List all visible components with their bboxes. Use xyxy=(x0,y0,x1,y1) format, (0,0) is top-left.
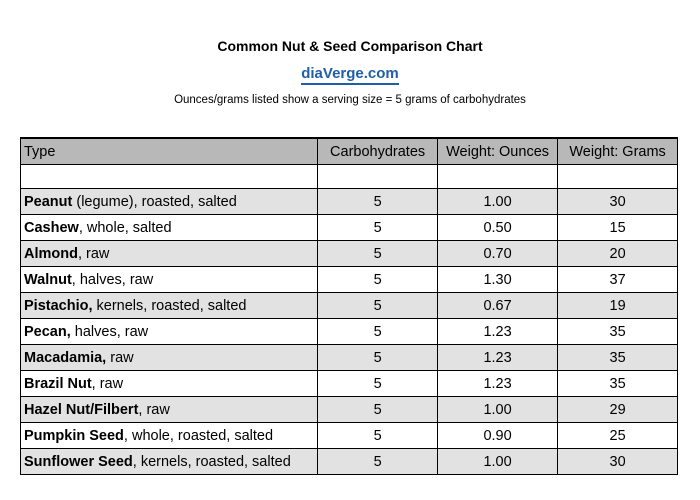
cell-weight-ounces: 1.00 xyxy=(436,448,559,475)
table-header-row: Type Carbohydrates Weight: Ounces Weight… xyxy=(19,137,678,165)
spacer-cell xyxy=(436,164,559,189)
page-subtitle: Ounces/grams listed show a serving size … xyxy=(174,94,526,106)
cell-carbohydrates: 5 xyxy=(317,448,438,475)
table-row: Sunflower Seed, kernels, roasted, salted… xyxy=(19,448,678,475)
cell-weight-ounces: 1.00 xyxy=(436,188,559,215)
cell-weight-grams: 35 xyxy=(557,344,678,371)
table-row: Almond, raw 5 0.70 20 xyxy=(19,240,678,267)
cell-weight-ounces: 1.23 xyxy=(436,318,559,345)
cell-carbohydrates: 5 xyxy=(317,266,438,293)
cell-carbohydrates: 5 xyxy=(317,422,438,449)
column-header-type: Type xyxy=(19,137,319,165)
cell-carbohydrates: 5 xyxy=(317,214,438,241)
cell-carbohydrates: 5 xyxy=(317,344,438,371)
column-header-weight-ounces: Weight: Ounces xyxy=(436,137,559,165)
item-detail: , raw xyxy=(91,375,124,392)
cell-weight-grams: 15 xyxy=(557,214,678,241)
column-header-carbohydrates: Carbohydrates xyxy=(317,137,438,165)
item-name: Sunflower Seed xyxy=(24,453,133,470)
item-detail: , kernels, roasted, salted xyxy=(132,453,291,470)
item-name: Cashew xyxy=(24,219,79,236)
cell-type: Pistachio, kernels, roasted, salted xyxy=(19,292,319,319)
cell-type: Almond, raw xyxy=(19,240,319,267)
cell-weight-grams: 35 xyxy=(557,370,678,397)
cell-type: Pumpkin Seed, whole, roasted, salted xyxy=(19,422,319,449)
cell-carbohydrates: 5 xyxy=(317,240,438,267)
table-row: Pistachio, kernels, roasted, salted 5 0.67… xyxy=(19,292,678,319)
item-detail: , raw xyxy=(138,401,170,418)
cell-weight-grams: 30 xyxy=(557,188,678,215)
cell-weight-grams: 37 xyxy=(557,266,678,293)
item-detail: , halves, raw xyxy=(71,271,154,288)
cell-weight-ounces: 1.23 xyxy=(436,370,559,397)
comparison-table: Type Carbohydrates Weight: Ounces Weight… xyxy=(19,137,678,475)
item-detail: raw xyxy=(106,349,134,366)
table-body: Peanut (legume), roasted, salted 5 1.00 30 C… xyxy=(19,164,678,475)
cell-carbohydrates: 5 xyxy=(317,318,438,345)
cell-type: Walnut, halves, raw xyxy=(19,266,319,293)
table-row: Cashew, whole, salted 5 0.50 15 xyxy=(19,214,678,241)
cell-weight-ounces: 1.23 xyxy=(436,344,559,371)
item-name: Almond xyxy=(24,245,78,262)
cell-type: Hazel Nut/Filbert, raw xyxy=(19,396,319,423)
spacer-cell xyxy=(317,164,438,189)
item-detail: , whole, salted xyxy=(78,219,172,236)
site-link-wrapper: diaVerge.com xyxy=(0,65,700,85)
cell-type: Macadamia, raw xyxy=(19,344,319,371)
table-row: Walnut, halves, raw 5 1.30 37 xyxy=(19,266,678,293)
cell-weight-ounces: 0.70 xyxy=(436,240,559,267)
cell-carbohydrates: 5 xyxy=(317,370,438,397)
cell-type: Pecan, halves, raw xyxy=(19,318,319,345)
cell-weight-grams: 19 xyxy=(557,292,678,319)
item-name: Peanut xyxy=(24,193,73,210)
cell-weight-grams: 25 xyxy=(557,422,678,449)
cell-type: Peanut (legume), roasted, salted xyxy=(19,188,319,215)
cell-type: Cashew, whole, salted xyxy=(19,214,319,241)
cell-weight-ounces: 0.67 xyxy=(436,292,559,319)
cell-weight-ounces: 1.00 xyxy=(436,396,559,423)
item-detail: , raw xyxy=(77,245,110,262)
item-detail: halves, raw xyxy=(70,323,149,340)
page-title: Common Nut & Seed Comparison Chart xyxy=(217,38,483,54)
item-name: Walnut xyxy=(24,271,72,288)
table-row: Hazel Nut/Filbert, raw 5 1.00 29 xyxy=(19,396,678,423)
item-name: Pistachio, xyxy=(24,297,93,314)
cell-carbohydrates: 5 xyxy=(317,396,438,423)
spacer-cell xyxy=(557,164,678,189)
table-row: Brazil Nut, raw 5 1.23 35 xyxy=(19,370,678,397)
cell-weight-grams: 29 xyxy=(557,396,678,423)
table-row: Macadamia, raw 5 1.23 35 xyxy=(19,344,678,371)
column-header-weight-grams: Weight: Grams xyxy=(557,137,678,165)
cell-weight-grams: 20 xyxy=(557,240,678,267)
cell-carbohydrates: 5 xyxy=(317,292,438,319)
item-name: Brazil Nut xyxy=(24,375,92,392)
spacer-cell xyxy=(19,164,319,189)
item-detail: , whole, roasted, salted xyxy=(123,427,274,444)
cell-carbohydrates: 5 xyxy=(317,188,438,215)
cell-weight-ounces: 0.90 xyxy=(436,422,559,449)
item-detail: kernels, roasted, salted xyxy=(92,297,247,314)
table-row: Peanut (legume), roasted, salted 5 1.00 30 xyxy=(19,188,678,215)
cell-weight-ounces: 1.30 xyxy=(436,266,559,293)
site-link[interactable]: diaVerge.com xyxy=(301,65,399,85)
cell-weight-grams: 35 xyxy=(557,318,678,345)
cell-weight-ounces: 0.50 xyxy=(436,214,559,241)
item-name: Pumpkin Seed xyxy=(24,427,124,444)
cell-type: Brazil Nut, raw xyxy=(19,370,319,397)
cell-weight-grams: 30 xyxy=(557,448,678,475)
table-row: Pecan, halves, raw 5 1.23 35 xyxy=(19,318,678,345)
spacer-row xyxy=(19,164,678,189)
item-name: Macadamia, xyxy=(24,349,107,366)
item-name: Pecan, xyxy=(24,323,71,340)
item-name: Hazel Nut/Filbert xyxy=(24,401,139,418)
cell-type: Sunflower Seed, kernels, roasted, salted xyxy=(19,448,319,475)
table-row: Pumpkin Seed, whole, roasted, salted 5 0.9… xyxy=(19,422,678,449)
item-detail: (legume), roasted, salted xyxy=(72,193,237,210)
